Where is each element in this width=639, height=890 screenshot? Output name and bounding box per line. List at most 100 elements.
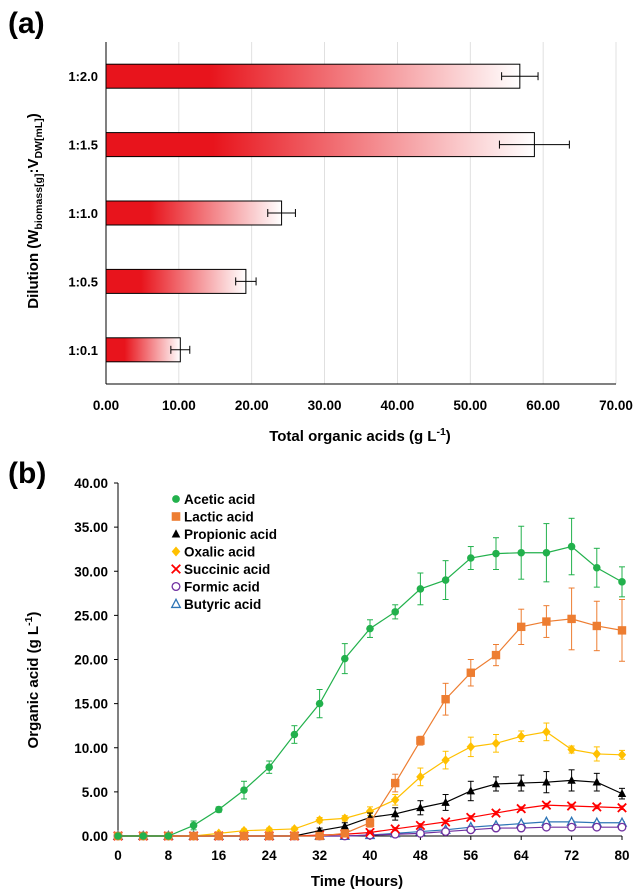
panel-b-data-point <box>239 825 249 836</box>
panel-b-x-tick-label: 16 <box>211 848 227 863</box>
panel-b-data-point <box>340 829 349 838</box>
panel-b-data-point <box>491 779 501 788</box>
panel-b-legend-marker <box>171 529 181 538</box>
panel-b-data-point <box>542 548 551 557</box>
panel-b-data-point <box>214 831 223 841</box>
panel-b-x-tick-label: 8 <box>165 848 173 863</box>
panel-a-x-axis-title: Total organic acids (g L-1) <box>269 426 451 445</box>
panel-b-legend-label: Acetic acid <box>184 492 255 507</box>
panel-b-legend-marker <box>172 495 180 503</box>
panel-b-data-point <box>441 827 451 837</box>
panel-a-category-label: 1:0.1 <box>68 343 98 358</box>
panel-a-bars <box>105 63 570 363</box>
panel-b-data-point <box>618 578 626 586</box>
panel-b-data-point <box>366 624 374 633</box>
panel-b-data-point <box>593 563 601 572</box>
panel-a-x-tick-label: 70.00 <box>599 398 633 413</box>
panel-b-data-point <box>315 815 324 825</box>
panel-b-data-point <box>617 626 627 635</box>
panel-b-data-point <box>517 548 525 557</box>
panel-a-category-label: 1:1.0 <box>68 206 98 221</box>
panel-b-data-point <box>391 608 399 616</box>
panel-b-data-point <box>517 731 526 742</box>
panel-b-data-point <box>592 621 601 631</box>
panel-b-data-point <box>467 554 475 562</box>
panel-b-data-point <box>265 763 273 771</box>
panel-a-bar <box>105 63 521 89</box>
panel-b-data-point <box>592 777 601 786</box>
panel-b-data-point <box>542 727 551 737</box>
panel-b-data-point <box>591 802 602 812</box>
panel-b-data-point <box>491 738 501 749</box>
panel-a-category-label: 1:2.0 <box>68 69 98 84</box>
panel-b-data-point <box>466 786 475 795</box>
panel-b-data-point <box>567 542 576 551</box>
panel-a-x-tick-label: 40.00 <box>381 398 415 413</box>
panel-a-y-axis-title: Dilution (Wbiomass[g]:VDW[mL]) <box>25 113 45 308</box>
panel-b-series-group <box>113 722 627 841</box>
panel-b-x-axis-title: Time (Hours) <box>311 873 403 890</box>
panel-b-data-point <box>340 813 349 824</box>
panel-b-data-point <box>290 831 299 841</box>
panel-b-tick-labels: 0.00 5.00 10.00 15.00 20.00 25.00 30.00 35.00 40… <box>74 476 629 863</box>
panel-b-x-tick-label: 64 <box>514 848 530 863</box>
panel-b-data-point <box>365 818 375 827</box>
panel-a-x-tick-label: 50.00 <box>453 398 487 413</box>
panel-a-category-labels: 1:0.1 1:0.5 1:1.0 1:1.5 1:2.0 <box>68 69 98 358</box>
panel-b-data-point <box>290 824 299 834</box>
panel-b-y-tick-label: 20.00 <box>74 653 108 668</box>
panel-b-data-point <box>541 800 552 810</box>
panel-b-data-point <box>365 806 375 817</box>
panel-b-data-point <box>491 808 501 818</box>
panel-b-x-tick-label: 48 <box>413 848 429 863</box>
panel-b-data-point <box>566 801 577 811</box>
panel-b-data-point <box>592 749 601 759</box>
panel-b-data-point <box>265 824 274 835</box>
panel-b-y-tick-label: 30.00 <box>74 564 108 579</box>
panel-b-data-point <box>416 772 425 782</box>
panel-b-legend-marker <box>171 512 181 521</box>
panel-b-data-point <box>567 775 576 784</box>
panel-b-data-point <box>516 803 527 814</box>
panel-b-data-point <box>492 549 500 558</box>
panel-a-label: (a) <box>8 7 45 40</box>
panel-b-data-point <box>465 812 476 823</box>
panel-b-data-point <box>315 831 324 841</box>
panel-a-bar <box>105 132 535 158</box>
panel-b-data-point <box>240 786 248 794</box>
panel-b-y-tick-label: 40.00 <box>74 476 108 491</box>
panel-b-data-point <box>567 614 576 624</box>
panel-b-data-point <box>290 730 299 739</box>
panel-a-x-tick-label: 60.00 <box>526 398 560 413</box>
panel-b-data-point <box>415 828 425 838</box>
panel-b-x-tick-label: 40 <box>362 848 377 863</box>
panel-b-y-tick-label: 25.00 <box>74 608 108 623</box>
panel-b-data-point <box>164 832 173 840</box>
panel-b-data-point <box>466 742 475 752</box>
panel-b-data-point <box>440 817 451 827</box>
panel-b-data-point <box>215 805 223 814</box>
panel-b-label: (b) <box>8 457 46 490</box>
panel-b-y-tick-label: 35.00 <box>74 520 108 535</box>
panel-b-data-point <box>617 749 627 760</box>
panel-a-bar <box>105 200 283 226</box>
panel-b-data-point <box>114 832 122 840</box>
panel-b-data-point <box>391 794 400 805</box>
panel-a-category-label: 1:1.5 <box>68 138 98 153</box>
panel-b-y-tick-label: 10.00 <box>74 741 108 756</box>
panel-b-data-point <box>567 744 576 755</box>
panel-b-y-axis-title: Organic acid (g L-1) <box>23 612 42 749</box>
panel-b-data-point <box>391 778 400 788</box>
panel-b-data-point <box>441 797 450 806</box>
panel-b-data-point <box>516 823 526 833</box>
panel-a-x-tick-label: 30.00 <box>308 398 342 413</box>
panel-b-data-point <box>365 827 375 838</box>
panel-b-x-tick-label: 72 <box>564 848 579 863</box>
panel-a-axes <box>105 42 616 385</box>
panel-b-legend-marker <box>170 597 182 609</box>
panel-b-data-point <box>517 778 526 787</box>
panel-b-legend-label: Succinic acid <box>184 562 270 577</box>
panel-b-data-point <box>265 831 274 841</box>
panel-b-data-point <box>617 802 627 813</box>
